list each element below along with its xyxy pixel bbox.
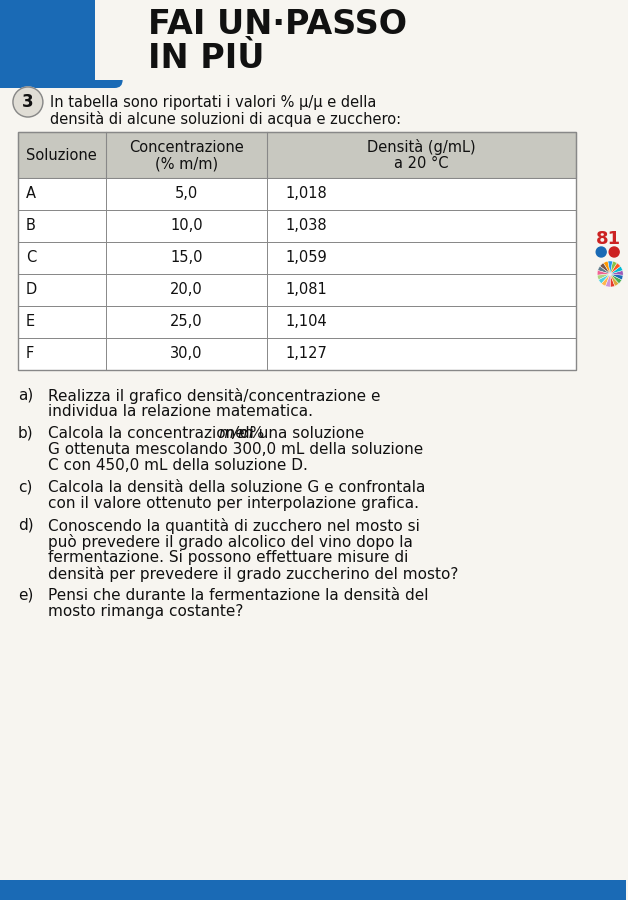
Wedge shape xyxy=(610,270,623,275)
Text: b): b) xyxy=(18,426,33,441)
Wedge shape xyxy=(605,274,610,287)
FancyBboxPatch shape xyxy=(18,306,577,338)
Text: C con 450,0 mL della soluzione D.: C con 450,0 mL della soluzione D. xyxy=(48,458,308,473)
Text: G ottenuta mescolando 300,0 mL della soluzione: G ottenuta mescolando 300,0 mL della sol… xyxy=(48,442,423,457)
Text: IN PIÙ: IN PIÙ xyxy=(148,41,264,75)
Wedge shape xyxy=(610,274,622,284)
Wedge shape xyxy=(604,261,610,274)
Text: e): e) xyxy=(18,588,33,603)
Text: 81: 81 xyxy=(596,230,621,248)
FancyBboxPatch shape xyxy=(18,338,577,370)
FancyBboxPatch shape xyxy=(0,0,122,88)
Text: 1,018: 1,018 xyxy=(285,186,327,202)
Text: Conoscendo la quantità di zucchero nel mosto si: Conoscendo la quantità di zucchero nel m… xyxy=(48,518,420,534)
Text: In tabella sono riportati i valori % μ/μ e della: In tabella sono riportati i valori % μ/μ… xyxy=(50,95,376,110)
Text: densità per prevedere il grado zuccherino del mosto?: densità per prevedere il grado zuccherin… xyxy=(48,566,458,582)
FancyBboxPatch shape xyxy=(18,242,577,274)
Text: Concentrazione: Concentrazione xyxy=(129,140,244,155)
Text: 1,038: 1,038 xyxy=(285,219,327,233)
Text: Densità (g/mL): Densità (g/mL) xyxy=(367,139,476,155)
Wedge shape xyxy=(597,274,610,280)
Wedge shape xyxy=(598,274,610,284)
Wedge shape xyxy=(600,263,610,274)
Text: di una soluzione: di una soluzione xyxy=(236,426,365,441)
Text: FAI UN·PASSO: FAI UN·PASSO xyxy=(148,8,406,41)
FancyBboxPatch shape xyxy=(95,0,626,80)
Text: 15,0: 15,0 xyxy=(170,250,203,266)
Text: c): c) xyxy=(18,480,32,495)
Text: Realizza il grafico densità/concentrazione e: Realizza il grafico densità/concentrazio… xyxy=(48,388,381,404)
Wedge shape xyxy=(610,263,620,274)
Wedge shape xyxy=(610,274,619,286)
Text: Calcola la densità della soluzione G e confrontala: Calcola la densità della soluzione G e c… xyxy=(48,480,425,495)
Circle shape xyxy=(13,87,43,117)
Wedge shape xyxy=(610,274,623,280)
Text: Soluzione: Soluzione xyxy=(26,148,97,163)
Text: F: F xyxy=(26,346,34,362)
Text: 3: 3 xyxy=(22,93,34,111)
Text: 1,081: 1,081 xyxy=(285,283,327,298)
Text: fermentazione. Si possono effettuare misure di: fermentazione. Si possono effettuare mis… xyxy=(48,550,408,565)
Text: con il valore ottenuto per interpolazione grafica.: con il valore ottenuto per interpolazion… xyxy=(48,496,419,511)
Text: (% m/m): (% m/m) xyxy=(155,157,218,172)
Text: B: B xyxy=(26,219,36,233)
FancyBboxPatch shape xyxy=(18,132,577,178)
Wedge shape xyxy=(597,270,610,275)
Text: a): a) xyxy=(18,388,33,403)
Wedge shape xyxy=(610,274,615,287)
FancyBboxPatch shape xyxy=(18,210,577,242)
Text: Calcola la concentrazione %: Calcola la concentrazione % xyxy=(48,426,269,441)
Text: 25,0: 25,0 xyxy=(170,314,203,329)
Text: individua la relazione matematica.: individua la relazione matematica. xyxy=(48,404,313,419)
Text: d): d) xyxy=(18,518,33,533)
FancyBboxPatch shape xyxy=(0,880,626,900)
Text: mosto rimanga costante?: mosto rimanga costante? xyxy=(48,604,243,619)
Circle shape xyxy=(609,247,619,257)
Text: 1,059: 1,059 xyxy=(285,250,327,266)
Wedge shape xyxy=(610,261,617,274)
Text: E: E xyxy=(26,314,35,329)
Text: densità di alcune soluzioni di acqua e zucchero:: densità di alcune soluzioni di acqua e z… xyxy=(50,111,401,127)
Wedge shape xyxy=(608,261,612,274)
Text: 5,0: 5,0 xyxy=(175,186,198,202)
Circle shape xyxy=(596,247,606,257)
Text: D: D xyxy=(26,283,37,298)
Text: A: A xyxy=(26,186,36,202)
Text: Pensi che durante la fermentazione la densità del: Pensi che durante la fermentazione la de… xyxy=(48,588,428,603)
Text: a 20 °C: a 20 °C xyxy=(394,157,449,172)
Wedge shape xyxy=(602,274,610,286)
Text: 10,0: 10,0 xyxy=(170,219,203,233)
Text: C: C xyxy=(26,250,36,266)
Wedge shape xyxy=(610,266,622,274)
Text: 20,0: 20,0 xyxy=(170,283,203,298)
Text: 30,0: 30,0 xyxy=(170,346,203,362)
Text: può prevedere il grado alcolico del vino dopo la: può prevedere il grado alcolico del vino… xyxy=(48,534,413,550)
Text: 1,104: 1,104 xyxy=(285,314,327,329)
FancyBboxPatch shape xyxy=(18,274,577,306)
Wedge shape xyxy=(598,266,610,274)
Text: m/m: m/m xyxy=(218,426,253,441)
Text: 1,127: 1,127 xyxy=(285,346,327,362)
FancyBboxPatch shape xyxy=(18,178,577,210)
